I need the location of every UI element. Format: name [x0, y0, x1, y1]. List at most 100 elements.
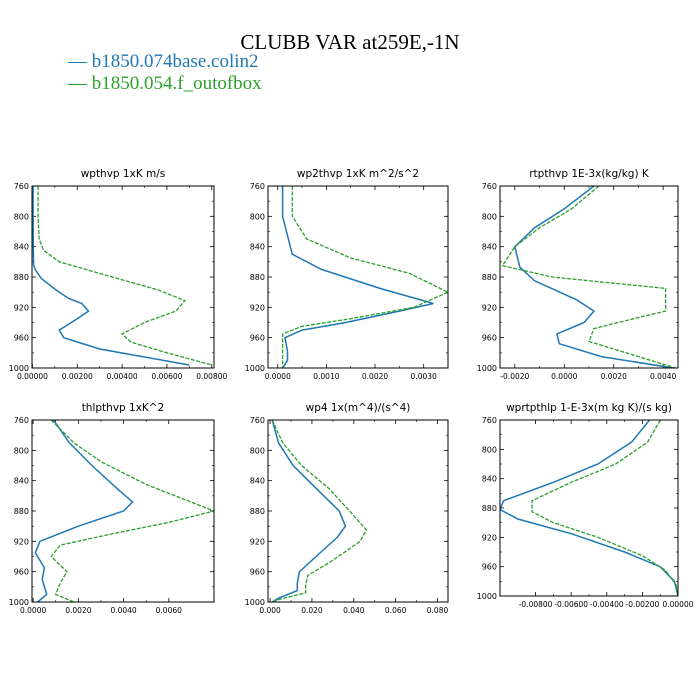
plot-frame: [499, 419, 679, 597]
x-tick-label: 0.0030: [411, 372, 437, 381]
plot-frame: [267, 185, 449, 369]
y-tick-label: 920: [250, 537, 265, 546]
series-line-outofbox: [531, 420, 678, 596]
x-tick-label: 0.0040: [650, 372, 676, 381]
y-tick-label: 880: [14, 507, 29, 516]
panel-title: wprtpthlp 1-E-3x(m kg K)/(s kg): [506, 402, 672, 414]
series-line-base: [513, 186, 674, 368]
y-tick-label: 1000: [9, 364, 29, 373]
y-tick-label: 920: [250, 303, 265, 312]
legend-label: b1850.074base.colin2: [91, 51, 259, 72]
y-tick-label: 760: [14, 416, 29, 425]
y-tick-label: 1000: [477, 592, 497, 601]
panel-title: wpthvp 1xK m/s: [81, 168, 166, 180]
y-tick-label: 760: [482, 416, 497, 425]
y-tick-label: 800: [14, 212, 29, 221]
plot-frame: [499, 185, 679, 369]
y-tick-label: 800: [482, 212, 497, 221]
x-tick-label: 0.080: [427, 606, 449, 615]
panel-title: wp4 1x(m^4)/(s^4): [306, 402, 411, 414]
y-tick-label: 960: [14, 334, 29, 343]
series-line-base: [500, 420, 678, 596]
y-tick-label: 880: [14, 273, 29, 282]
y-tick-label: 840: [482, 243, 497, 252]
series-line-base: [271, 420, 347, 602]
x-tick-label: 0.00600: [151, 372, 182, 381]
y-tick-label: 760: [250, 416, 265, 425]
x-tick-label: 0.00200: [62, 372, 93, 381]
series-line-base: [32, 186, 190, 366]
y-tick-label: 960: [482, 563, 497, 572]
x-tick-label: 0.0020: [362, 372, 388, 381]
y-tick-label: 1000: [9, 598, 29, 607]
y-tick-label: 840: [250, 243, 265, 252]
y-tick-label: 880: [482, 504, 497, 513]
x-tick-label: 0.0020: [601, 372, 627, 381]
legend-label: b1850.054.f_outofbox: [91, 73, 262, 94]
series-line-outofbox: [37, 186, 212, 366]
chart-panel: thlpthvp 1xK^276080084088092096010000.00…: [9, 402, 215, 615]
x-tick-label: 0.00000: [662, 600, 693, 609]
y-tick-label: 840: [14, 477, 29, 486]
legend-line-icon: —: [68, 51, 92, 72]
y-tick-label: 1000: [245, 364, 265, 373]
chart-panel: wpthvp 1xK m/s76080084088092096010000.00…: [9, 168, 228, 381]
y-tick-label: 800: [250, 446, 265, 455]
y-tick-label: 920: [482, 303, 497, 312]
legend-line-icon: —: [68, 73, 92, 94]
y-tick-label: 840: [250, 477, 265, 486]
series-line-base: [281, 186, 434, 368]
legend-entry-base: — b1850.074base.colin2: [68, 51, 259, 73]
y-tick-label: 1000: [477, 364, 497, 373]
chart-panel: wprtpthlp 1-E-3x(m kg K)/(s kg) 760 800 840…: [477, 402, 694, 609]
series-line-base: [34, 420, 134, 602]
series-line-outofbox: [271, 420, 368, 602]
plot-frame: [267, 419, 449, 603]
x-tick-label: 0.0000: [20, 606, 46, 615]
x-tick-label: 0.0020: [65, 606, 91, 615]
y-tick-label: 960: [250, 334, 265, 343]
y-tick-label: 1000: [245, 598, 265, 607]
x-tick-label: 0.0040: [110, 606, 136, 615]
x-tick-label: 0.00000: [17, 372, 48, 381]
y-tick-label: 920: [14, 303, 29, 312]
plot-frame: [31, 419, 215, 603]
x-tick-label: -0.00200: [626, 600, 660, 609]
legend-entry-outofbox: — b1850.054.f_outofbox: [68, 73, 262, 95]
x-tick-label: 0.00400: [107, 372, 138, 381]
series-line-outofbox: [501, 186, 676, 368]
x-tick-label: -0.00400: [590, 600, 624, 609]
x-tick-label: -0.00600: [554, 600, 588, 609]
y-tick-label: 760: [250, 182, 265, 191]
y-tick-label: 760: [482, 182, 497, 191]
y-tick-label: 800: [250, 212, 265, 221]
series-line-outofbox: [50, 420, 214, 602]
panel-title: thlpthvp 1xK^2: [82, 402, 165, 414]
chart-panel: wp2thvp 1xK m^2/s^2 760 800 840 880 920 960 100…: [245, 168, 449, 381]
y-tick-label: 880: [250, 273, 265, 282]
x-tick-label: 0.00800: [196, 372, 227, 381]
x-tick-label: 0.0010: [313, 372, 339, 381]
y-tick-label: 840: [14, 243, 29, 252]
y-tick-label: 880: [250, 507, 265, 516]
x-tick-label: 0.000: [259, 606, 281, 615]
y-tick-label: 880: [482, 273, 497, 282]
panel-title: wp2thvp 1xK m^2/s^2: [297, 168, 419, 180]
x-tick-label: 0.0000: [551, 372, 577, 381]
y-tick-label: 960: [14, 568, 29, 577]
y-tick-label: 800: [14, 446, 29, 455]
y-tick-label: 840: [482, 475, 497, 484]
x-tick-label: -0.0020: [500, 372, 529, 381]
chart-panel: rtpthvp 1E-3x(kg/kg) K 760 800 840 880 920 960…: [477, 168, 679, 381]
series-line-outofbox: [281, 186, 448, 368]
chart-panel: wp4 1x(m^4)/(s^4)76080084088092096010000…: [245, 402, 449, 615]
y-tick-label: 760: [14, 182, 29, 191]
y-tick-label: 920: [14, 537, 29, 546]
figure-title: CLUBB VAR at259E,-1N: [240, 30, 460, 54]
y-tick-label: 920: [482, 533, 497, 542]
x-tick-label: -0.00800: [519, 600, 553, 609]
panel-title: rtpthvp 1E-3x(kg/kg) K: [529, 168, 650, 180]
plot-frame: [31, 185, 215, 369]
y-tick-label: 800: [482, 445, 497, 454]
